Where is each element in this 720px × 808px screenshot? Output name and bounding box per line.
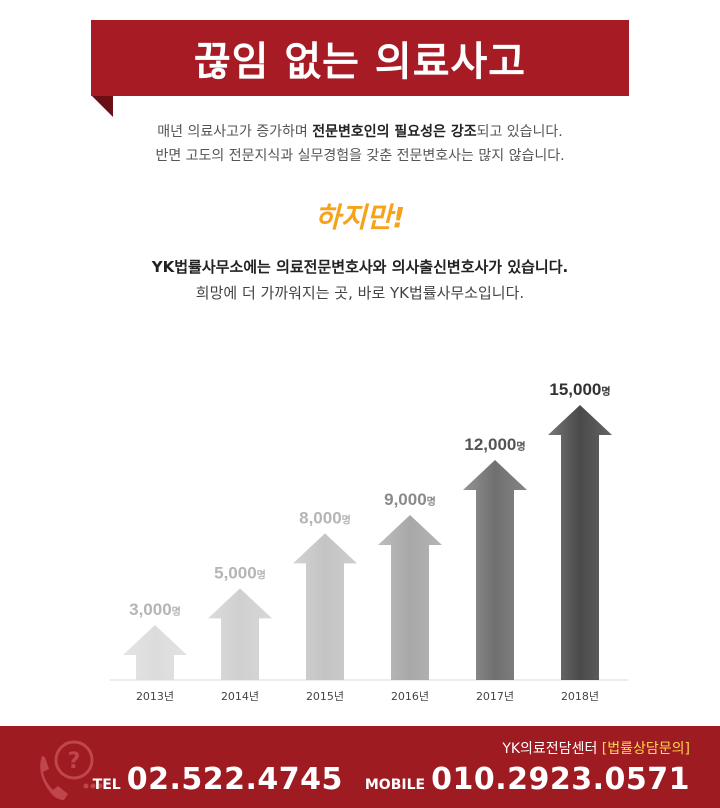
- intro-line-1-bold: 전문변호인의 필요성은 강조: [312, 124, 477, 140]
- category-label: 2013년: [136, 690, 174, 703]
- intro-line-1-post: 되고 있습니다.: [476, 124, 563, 140]
- category-label: 2017년: [476, 690, 514, 703]
- tel-label: TEL: [92, 777, 121, 793]
- bar-arrow-2013년: [123, 625, 187, 680]
- tel-number[interactable]: 02.522.4745: [126, 762, 343, 797]
- bar-arrow-2015년: [293, 533, 357, 680]
- intro-line-1: 매년 의료사고가 증가하며 전문변호인의 필요성은 강조되고 있습니다.: [0, 120, 720, 144]
- intro-line-1-pre: 매년 의료사고가 증가하며: [157, 124, 313, 140]
- category-label: 2014년: [221, 690, 259, 703]
- however-heading: 하지만!: [314, 201, 406, 234]
- claim-line-1: YK법률사무소에는 의료전문변호사와 의사출신변호사가 있습니다.: [151, 258, 569, 276]
- category-label: 2018년: [561, 690, 599, 703]
- bar-arrow-2016년: [378, 515, 442, 680]
- svg-text:?: ?: [68, 749, 81, 774]
- title-banner: 끊임 없는 의료사고: [91, 20, 629, 96]
- consult-label[interactable]: [법률상담문의]: [601, 741, 690, 757]
- bar-arrow-2014년: [208, 588, 272, 680]
- mobile-number[interactable]: 010.2923.0571: [431, 762, 690, 797]
- bar-arrow-2018년: [548, 405, 612, 680]
- value-label: 15,000명: [549, 380, 610, 399]
- intro-text: 매년 의료사고가 증가하며 전문변호인의 필요성은 강조되고 있습니다. 반면 …: [0, 120, 720, 168]
- contact-numbers: TEL 02.522.4745 MOBILE 010.2923.0571: [93, 762, 690, 797]
- center-line: YK의료전담센터 [법률상담문의]: [502, 738, 690, 758]
- growth-chart: 3,000명 2013년 5,000명 2014년 8,000명 2015년 9,000명 2…: [110, 380, 628, 703]
- value-label: 12,000명: [464, 435, 525, 454]
- claim-line-2: 희망에 더 가까워지는 곳, 바로 YK법률사무소입니다.: [195, 284, 525, 302]
- contact-footer: ? YK의료전담센터 [법률상담문의] TEL 02.522.4745 MOBILE…: [0, 726, 720, 808]
- category-label: 2016년: [391, 690, 429, 703]
- center-name: YK의료전담센터: [502, 741, 598, 757]
- intro-line-2: 반면 고도의 전문지식과 실무경험을 갖춘 전문변호사는 많지 않습니다.: [155, 148, 565, 164]
- banner-fold: [91, 95, 113, 117]
- mobile-label: MOBILE: [364, 777, 426, 793]
- page-title: 끊임 없는 의료사고: [193, 39, 527, 85]
- phone-question-icon: ?: [40, 740, 103, 800]
- value-label: 8,000명: [299, 508, 351, 527]
- bar-arrow-2017년: [463, 460, 527, 680]
- value-label: 9,000명: [384, 490, 436, 509]
- value-label: 5,000명: [214, 563, 266, 582]
- value-label: 3,000명: [129, 600, 181, 619]
- claim-text: YK법률사무소에는 의료전문변호사와 의사출신변호사가 있습니다. 희망에 더 …: [0, 254, 720, 306]
- category-label: 2015년: [306, 690, 344, 703]
